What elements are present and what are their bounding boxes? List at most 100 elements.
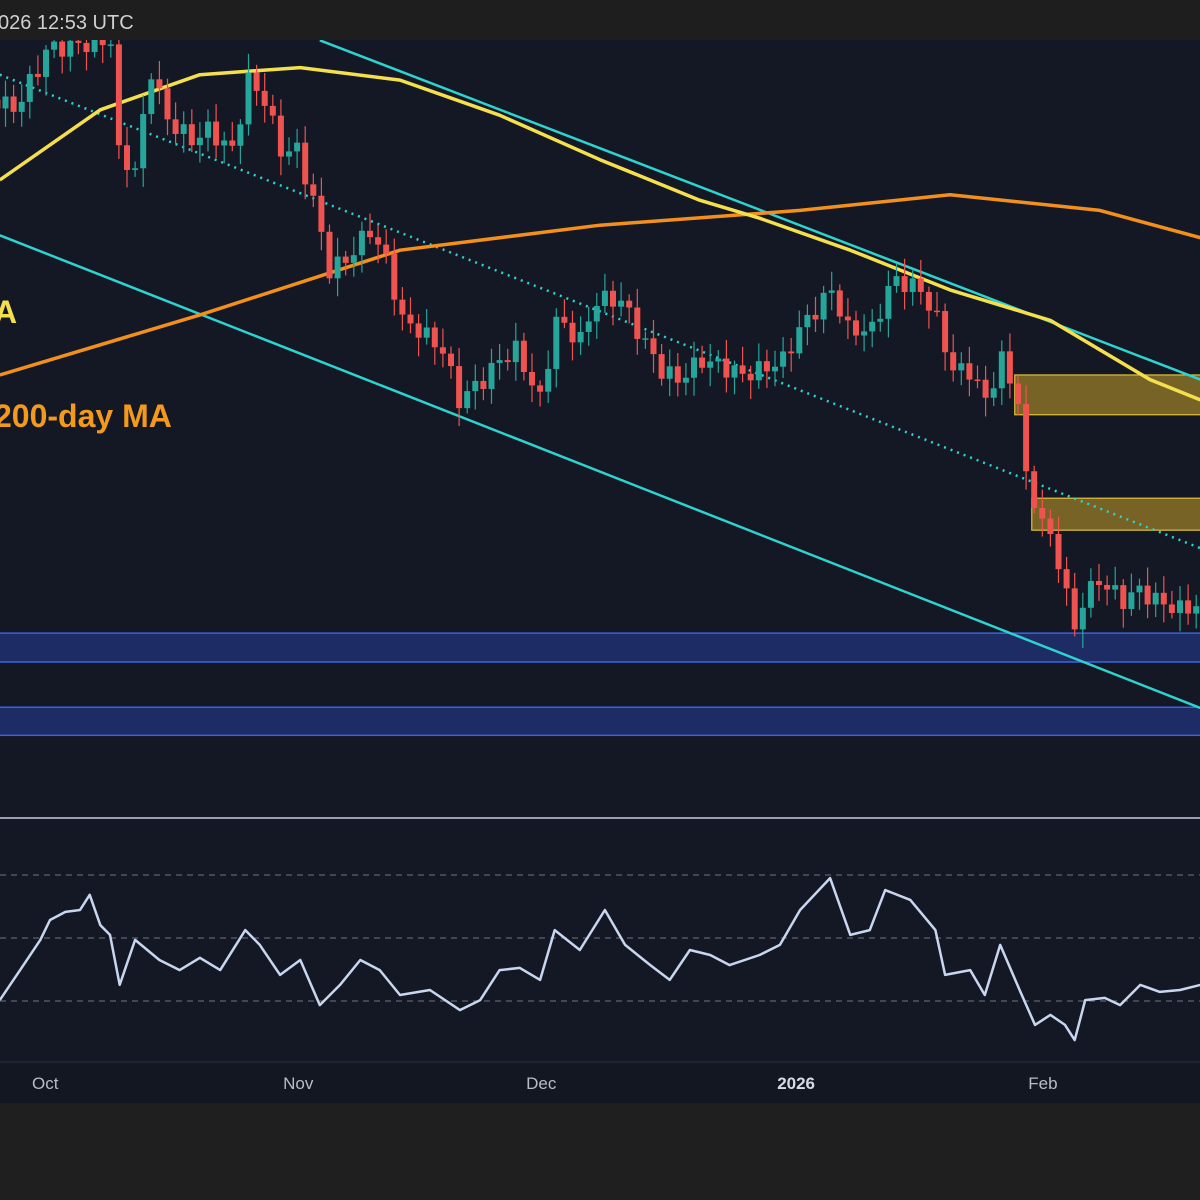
candle-up (221, 140, 228, 146)
candle-down (925, 291, 932, 311)
candle-down (950, 352, 957, 371)
candle-down (626, 300, 633, 308)
candle-down (853, 320, 859, 336)
candle-up (205, 121, 211, 138)
candle-up (1177, 600, 1183, 613)
candle-down (1006, 351, 1013, 384)
top-bar: 026 12:53 UTC (0, 0, 1200, 40)
candle-down (1104, 584, 1111, 590)
candle-up (350, 255, 357, 263)
candle-down (974, 379, 981, 382)
candle-down (10, 96, 17, 112)
candle-up (488, 362, 495, 389)
candle-up (642, 338, 649, 340)
candle-up (691, 357, 697, 378)
candle-down (610, 290, 616, 307)
candle-down (188, 124, 195, 146)
channel-mid-trendline (0, 73, 1200, 550)
candle-down (844, 316, 851, 321)
candle-up (91, 40, 98, 53)
candle-up (1112, 585, 1119, 590)
candle-down (723, 358, 730, 378)
zones-layer (0, 374, 1200, 737)
candle-down (407, 314, 414, 324)
candle-up (666, 366, 673, 379)
candle-down (1063, 569, 1070, 589)
candle-down (431, 327, 438, 348)
candle-up (472, 380, 479, 392)
candle-up (828, 290, 835, 293)
candle-up (877, 318, 884, 322)
candle-up (731, 365, 738, 378)
candle-down (650, 338, 657, 355)
candle-down (1185, 600, 1192, 614)
candle-up (286, 151, 292, 157)
candle-up (577, 331, 584, 343)
candle-up (593, 305, 600, 322)
candle-up (43, 49, 49, 77)
candle-up (1128, 592, 1135, 609)
rsi-line (0, 876, 1200, 1042)
candle-down (318, 195, 325, 232)
candle-up (67, 40, 74, 57)
candle-down (1047, 518, 1054, 535)
candle-up (804, 314, 811, 328)
candle-up (545, 368, 552, 392)
candle-up (885, 285, 892, 319)
candle-up (1152, 592, 1159, 605)
candle-up (180, 124, 187, 134)
candle-down (942, 311, 949, 353)
candle-down (269, 105, 276, 116)
candle-down (561, 316, 568, 323)
candle-up (601, 290, 608, 306)
time-tick-label: 2026 (777, 1074, 816, 1093)
candle-down (172, 119, 179, 134)
candle-up (958, 363, 965, 371)
time-tick-label: Nov (283, 1074, 314, 1093)
candle-up (682, 377, 689, 383)
candle-down (83, 42, 90, 53)
candle-down (1071, 588, 1078, 630)
candle-down (124, 145, 130, 170)
candle-down (448, 353, 454, 367)
candle-down (99, 40, 106, 46)
candle-up (990, 388, 997, 398)
candle-down (966, 363, 973, 380)
candle-down (253, 72, 260, 91)
candle-up (358, 230, 365, 256)
candle-up (715, 358, 722, 362)
candle-down (415, 323, 422, 338)
timestamp: 026 12:53 UTC (0, 12, 134, 34)
candle-down (480, 380, 487, 389)
candle-up (998, 351, 1005, 389)
candle-up (618, 300, 625, 307)
candle-up (294, 142, 301, 152)
candle-down (982, 379, 989, 398)
candle-down (520, 340, 527, 373)
candle-up (51, 41, 58, 50)
candle-down (747, 373, 754, 381)
candle-up (26, 73, 33, 102)
candle-up (893, 276, 900, 286)
demand-zone (0, 632, 1200, 663)
candle-up (796, 327, 803, 354)
candle-down (739, 365, 746, 374)
candle-down (763, 361, 770, 372)
candle-up (464, 391, 471, 409)
candle-down (34, 73, 41, 77)
candle-up (585, 321, 592, 332)
candle-down (115, 44, 122, 146)
candle-down (213, 121, 220, 146)
candle-down (569, 322, 576, 343)
candle-down (934, 310, 940, 313)
candle-up (820, 292, 827, 320)
time-tick-label: Dec (526, 1074, 557, 1093)
candle-down (1015, 383, 1021, 405)
price-chart[interactable] (0, 40, 1200, 1103)
candle-up (18, 101, 25, 112)
candle-up (707, 361, 714, 368)
candle-up (755, 361, 762, 381)
candle-down (1031, 471, 1038, 509)
candle-down (1039, 508, 1046, 519)
candle-up (1087, 581, 1094, 608)
